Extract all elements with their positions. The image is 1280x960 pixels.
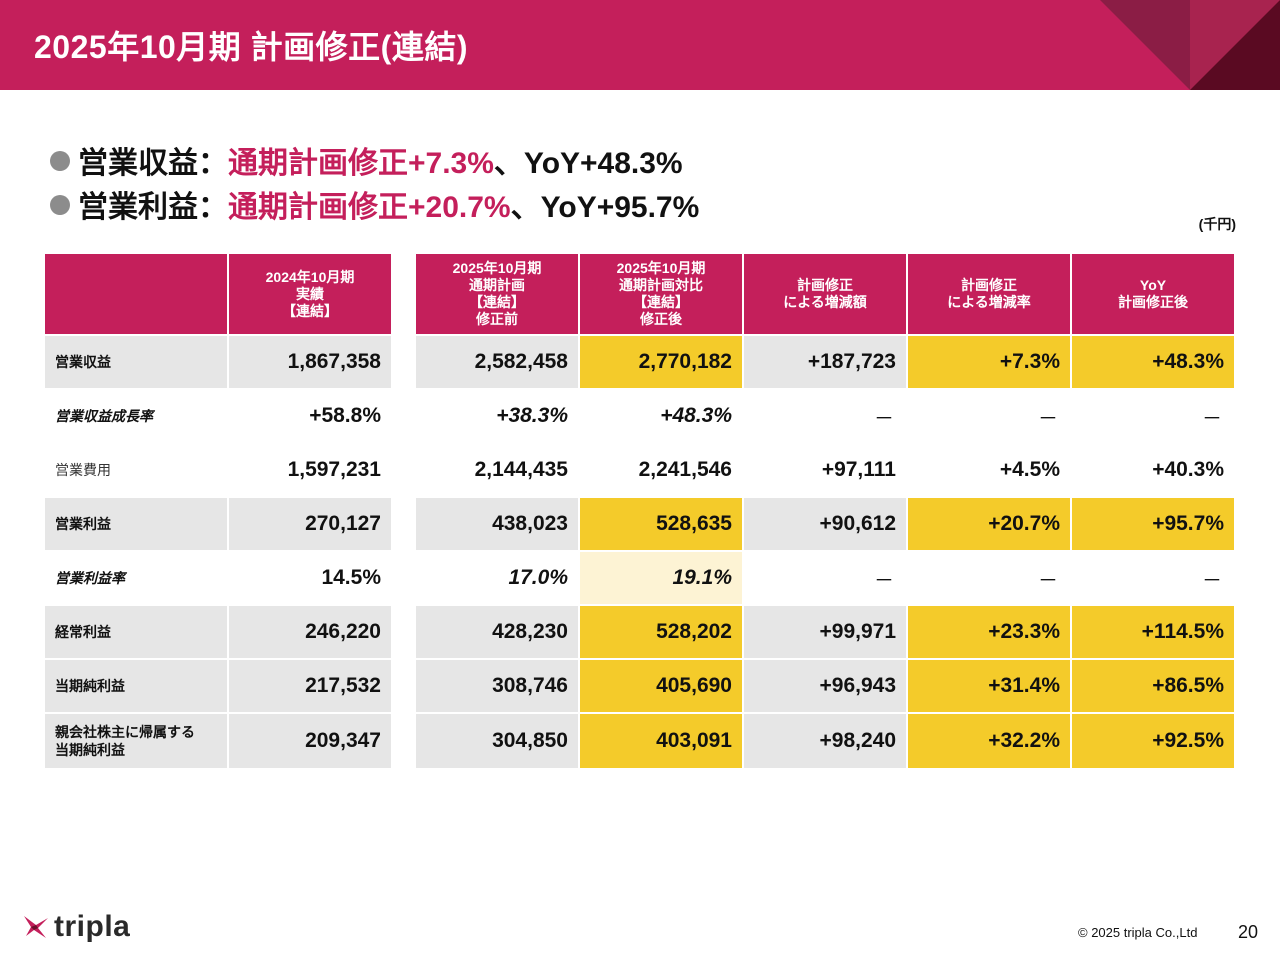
page-title: 2025年10月期 計画修正(連結)	[34, 29, 468, 65]
table-cell: +38.3%	[416, 390, 578, 442]
table-cell: 428,230	[416, 606, 578, 658]
row-label: 営業費用	[45, 444, 227, 496]
table-cell: 528,635	[580, 498, 742, 550]
corner-decoration	[1100, 0, 1280, 90]
bullet-highlight: 通期計画修正+7.3%	[228, 147, 494, 180]
bullet-label: 営業収益：	[78, 147, 228, 180]
bullet-highlight: 通期計画修正+20.7%	[228, 191, 511, 224]
table-cell: +98,240	[744, 714, 906, 768]
table-cell: 17.0%	[416, 552, 578, 604]
table-cell: +23.3%	[908, 606, 1070, 658]
table-cell: 14.5%	[229, 552, 391, 604]
table-cell: +48.3%	[1072, 336, 1234, 388]
table-cell: 209,347	[229, 714, 391, 768]
page-number: 20	[1238, 922, 1259, 942]
table-cell: +187,723	[744, 336, 906, 388]
header-corner	[45, 254, 227, 334]
table-cell: 246,220	[229, 606, 391, 658]
table-cell: －	[1072, 390, 1234, 442]
bullet-rest: 、YoY+95.7%	[510, 191, 700, 224]
table-cell: 438,023	[416, 498, 578, 550]
table-cell: 270,127	[229, 498, 391, 550]
table-cell: +86.5%	[1072, 660, 1234, 712]
table-cell: +58.8%	[229, 390, 391, 442]
logo-wordmark: tripla	[54, 910, 131, 943]
row-label: 営業収益成長率	[45, 390, 227, 442]
table-cell: 405,690	[580, 660, 742, 712]
table-cell: 217,532	[229, 660, 391, 712]
table-cell: +97,111	[744, 444, 906, 496]
table-cell: +32.2%	[908, 714, 1070, 768]
table-cell: +92.5%	[1072, 714, 1234, 768]
row-label: 経常利益	[45, 606, 227, 658]
column-header: YoY 計画修正後	[1072, 254, 1234, 334]
column-header: 計画修正 による増減額	[744, 254, 906, 334]
table-cell: +4.5%	[908, 444, 1070, 496]
table-cell: 2,144,435	[416, 444, 578, 496]
table-cell: －	[744, 390, 906, 442]
tripla-mark-icon	[24, 916, 48, 938]
unit-label: (千円)	[1198, 216, 1236, 232]
bullet-dot	[50, 151, 70, 171]
table-cell: 403,091	[580, 714, 742, 768]
table-cell: 1,867,358	[229, 336, 391, 388]
table-cell: 308,746	[416, 660, 578, 712]
table-cell: +31.4%	[908, 660, 1070, 712]
column-header: 2025年10月期 通期計画対比 【連結】 修正後	[580, 254, 742, 334]
table-cell: +20.7%	[908, 498, 1070, 550]
row-label: 営業利益	[45, 498, 227, 550]
bullet-rest: 、YoY+48.3%	[493, 147, 683, 180]
column-header: 2025年10月期 通期計画 【連結】 修正前	[416, 254, 578, 334]
copyright: © 2025 tripla Co.,Ltd	[1078, 925, 1198, 940]
bullet-operating-revenue: 営業収益：通期計画修正+7.3%、YoY+48.3%	[50, 138, 683, 182]
table-cell: 2,770,182	[580, 336, 742, 388]
row-label: 営業利益率	[45, 552, 227, 604]
table-cell: －	[908, 390, 1070, 442]
table-cell: 19.1%	[580, 552, 742, 604]
row-label: 当期純利益	[45, 660, 227, 712]
table-cell: +114.5%	[1072, 606, 1234, 658]
table-cell: －	[744, 552, 906, 604]
table-cell: 1,597,231	[229, 444, 391, 496]
table-cell: +96,943	[744, 660, 906, 712]
table-cell: +7.3%	[908, 336, 1070, 388]
bullet-label: 営業利益：	[78, 191, 228, 224]
table-cell: +48.3%	[580, 390, 742, 442]
row-label: 営業収益	[45, 336, 227, 388]
tripla-logo: tripla	[22, 910, 130, 944]
table-cell: +40.3%	[1072, 444, 1234, 496]
bullet-operating-profit: 営業利益：通期計画修正+20.7%、YoY+95.7%	[50, 182, 699, 226]
row-label: 親会社株主に帰属する 当期純利益	[45, 714, 227, 768]
column-header: 2024年10月期 実績 【連結】	[229, 254, 391, 334]
table-cell: 304,850	[416, 714, 578, 768]
table-cell: 528,202	[580, 606, 742, 658]
table-cell: +90,612	[744, 498, 906, 550]
title-bar: 2025年10月期 計画修正(連結)	[0, 0, 1280, 90]
table-cell: －	[908, 552, 1070, 604]
table-cell: 2,582,458	[416, 336, 578, 388]
column-header: 計画修正 による増減率	[908, 254, 1070, 334]
table-cell: －	[1072, 552, 1234, 604]
table-cell: +99,971	[744, 606, 906, 658]
table-cell: +95.7%	[1072, 498, 1234, 550]
table-cell: 2,241,546	[580, 444, 742, 496]
bullet-dot	[50, 195, 70, 215]
